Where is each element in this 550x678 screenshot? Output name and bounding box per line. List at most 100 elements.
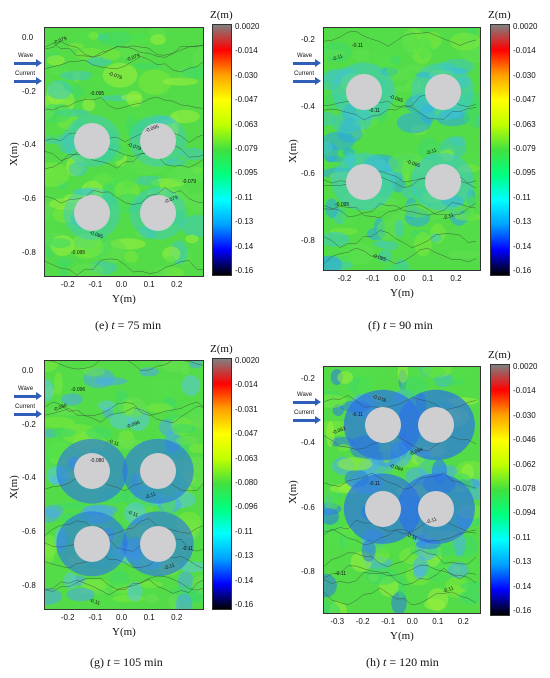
y-tick-label: -0.2 <box>301 35 315 45</box>
x-tick-label: 0.1 <box>432 617 444 626</box>
colorbar-tick-label: -0.079 <box>235 144 258 153</box>
heatmap-plot-area: -0.062 -0.11 -0.11 -0.11 -0.11 -0.094 -0.11 -0.… <box>323 366 481 614</box>
y-tick-label: -0.8 <box>22 580 36 590</box>
field-patch <box>367 28 398 50</box>
field-patch <box>346 573 355 587</box>
field-patch <box>180 147 203 161</box>
contour-line <box>324 587 477 606</box>
field-patch <box>49 428 76 438</box>
contour-line <box>47 361 203 371</box>
field-patch <box>164 255 177 263</box>
field-patch <box>172 424 196 434</box>
caption-prefix: (e) <box>95 318 112 332</box>
x-tick-label: -0.1 <box>88 613 103 622</box>
colorbar-tick-label: -0.030 <box>235 70 258 80</box>
y-tick-label: 0.0 <box>22 32 34 42</box>
field-patch <box>45 37 60 56</box>
field-patch <box>50 405 79 416</box>
colorbar-tick-label: -0.063 <box>235 453 258 463</box>
pile-cylinder <box>364 490 401 527</box>
y-tick-label: -0.8 <box>301 567 315 577</box>
current-label: Current <box>294 410 315 416</box>
colorbar-tick-label: -0.16 <box>513 606 532 615</box>
field-patch <box>188 443 203 454</box>
caption-value: = 105 min <box>110 655 163 669</box>
contour-line <box>45 258 203 276</box>
pile-cylinder <box>418 490 455 527</box>
colorbar-title: Z(m) <box>488 349 511 361</box>
field-patch <box>45 361 59 372</box>
field-patch <box>324 573 337 598</box>
field-patch <box>123 111 154 118</box>
field-patch <box>98 400 116 411</box>
x-tick-label: 0.0 <box>116 280 128 289</box>
pile-cylinder <box>73 525 110 562</box>
colorbar-tick-label: -0.080 <box>235 478 258 487</box>
caption-value: = 75 min <box>114 318 162 332</box>
field-patch <box>82 365 105 377</box>
y-tick-label: -0.4 <box>22 140 36 150</box>
x-tick-label: -0.2 <box>60 280 75 289</box>
contour-line <box>45 187 203 205</box>
field-patch <box>365 567 399 585</box>
field-patch <box>45 379 54 402</box>
field-patch <box>162 77 198 86</box>
y-tick-label: -0.2 <box>22 86 36 96</box>
field-patch <box>414 231 432 257</box>
field-patch <box>153 115 176 125</box>
x-tick-label: 0.2 <box>171 280 183 289</box>
field-patch <box>463 195 479 221</box>
field-patch <box>427 588 449 611</box>
contour-label: -0.095 <box>90 91 105 97</box>
field-patch <box>129 153 165 175</box>
field-patch <box>416 36 432 60</box>
colorbar-tick-label: -0.13 <box>513 557 532 567</box>
current-arrow-icon <box>14 410 42 418</box>
pile-cylinder <box>73 195 110 232</box>
x-tick-label: 0.2 <box>457 617 469 626</box>
caption-value: = 120 min <box>386 655 439 669</box>
wave-arrow-icon <box>293 398 321 406</box>
colorbar-tick-label: -0.047 <box>235 429 258 439</box>
contour-line <box>45 401 203 416</box>
field-patch <box>138 69 172 95</box>
field-patch <box>142 55 152 64</box>
colorbar-tick-label: -0.16 <box>235 266 254 275</box>
contour-label: -0.096 <box>71 387 86 393</box>
current-arrow-icon <box>14 77 42 85</box>
field-patch <box>397 367 408 383</box>
y-axis-label: X(m) <box>8 142 20 166</box>
field-patch <box>324 601 341 613</box>
y-tick-label: -0.4 <box>22 473 36 483</box>
field-patch <box>126 581 143 602</box>
contour-line <box>324 472 477 490</box>
field-patch <box>448 250 480 258</box>
field-patch <box>177 406 202 414</box>
field-patch <box>45 162 70 187</box>
colorbar-tick-label: -0.014 <box>235 380 258 390</box>
contour-line <box>45 535 203 552</box>
x-tick-label: -0.1 <box>365 274 380 283</box>
colorbar-tick-label: -0.078 <box>513 484 536 493</box>
heatmap-plot-area: -0.079 -0.095 -0.079 -0.079 -0.095 -0.079 -0.0… <box>44 27 204 277</box>
field-patch <box>68 42 85 50</box>
colorbar-tick-label: -0.14 <box>235 241 254 251</box>
field-patch <box>324 49 346 58</box>
contour-line <box>324 247 477 265</box>
pile-cylinder <box>73 453 110 490</box>
field-patch <box>45 416 75 428</box>
contour-label: -0.11 <box>352 412 364 418</box>
heatmap-plot-area: -0.11 -0.11 -0.095 -0.11 -0.11 -0.095 -0.11 -0.… <box>323 27 481 271</box>
contour-line <box>45 126 203 143</box>
field-patch <box>102 62 138 88</box>
contour-line <box>45 476 203 492</box>
colorbar-tick-label: -0.095 <box>513 168 536 178</box>
field-patch <box>134 62 162 70</box>
field-patch <box>170 109 200 124</box>
field-patch <box>144 594 159 603</box>
field-patch <box>341 208 358 226</box>
contour-line <box>324 104 477 121</box>
field-patch <box>450 367 470 382</box>
colorbar-tick-label: -0.031 <box>235 404 258 414</box>
field-patch <box>394 219 405 238</box>
